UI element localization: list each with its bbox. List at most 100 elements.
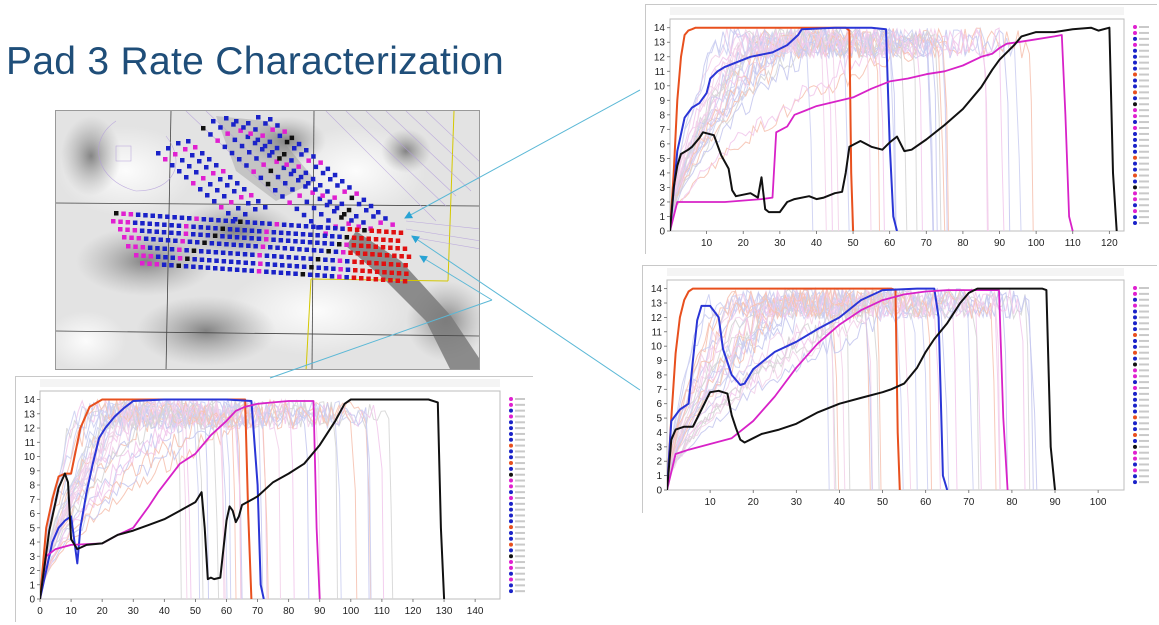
well-dot	[294, 264, 300, 269]
well-dot	[355, 251, 361, 256]
legend-marker	[1133, 197, 1137, 202]
well-dot	[147, 229, 152, 234]
legend-marker	[1133, 42, 1137, 47]
well-dot	[288, 171, 294, 177]
well-dot	[201, 176, 206, 181]
well-dot	[354, 227, 360, 232]
legend-marker	[1133, 297, 1137, 302]
legend-marker	[1133, 468, 1137, 473]
legend-entry-text	[1139, 339, 1149, 342]
well-dot	[264, 229, 269, 234]
well-dot	[381, 237, 386, 242]
well-dot	[351, 275, 357, 280]
legend-entry-text	[1139, 222, 1149, 225]
legend-marker	[509, 548, 513, 553]
well-dot	[318, 225, 323, 230]
background-stage-line	[667, 287, 1001, 490]
legend-marker	[509, 507, 513, 512]
well-dot	[183, 264, 189, 269]
well-dot	[143, 236, 149, 241]
legend-marker	[1133, 433, 1137, 438]
well-dot	[378, 220, 383, 225]
legend-entry-text	[1139, 49, 1149, 52]
well-dot	[323, 266, 329, 271]
well-dot	[184, 175, 189, 180]
well-dot	[111, 219, 116, 224]
well-dot	[328, 177, 333, 182]
well-dot	[197, 159, 202, 164]
well-dot	[282, 129, 287, 134]
legend-entry-text	[515, 432, 525, 435]
legend-marker	[509, 536, 513, 541]
legend-entry-text	[1139, 404, 1149, 407]
well-dot	[220, 234, 225, 239]
well-dot	[367, 269, 373, 274]
well-dot	[339, 215, 344, 220]
well-dot	[199, 249, 204, 254]
legend-marker	[1133, 161, 1137, 166]
well-dot	[366, 236, 371, 241]
well-dot	[250, 252, 255, 257]
well-dot	[183, 147, 188, 152]
well-dot	[376, 210, 381, 215]
legend-marker	[509, 408, 513, 413]
legend-marker	[1133, 90, 1137, 95]
legend-entry-text	[1139, 210, 1149, 213]
well-dot	[132, 220, 138, 225]
background-stage-line	[670, 27, 923, 231]
well-dot	[389, 270, 394, 275]
legend-marker	[509, 437, 513, 442]
legend-marker	[509, 577, 513, 582]
legend-marker	[509, 484, 513, 489]
well-dot	[304, 199, 310, 205]
y-tick-label: 1	[659, 212, 665, 223]
well-dot	[308, 256, 313, 261]
well-dot	[224, 242, 229, 247]
well-dot	[369, 228, 374, 233]
legend-marker	[1133, 60, 1137, 65]
well-dot	[315, 233, 320, 238]
well-dot	[380, 245, 386, 250]
well-dot	[250, 261, 256, 266]
legend-entry-text	[1139, 180, 1149, 183]
well-dot	[249, 268, 254, 273]
legend-entry-text	[1139, 43, 1149, 46]
legend-entry-text	[1139, 115, 1149, 118]
well-dot	[376, 229, 382, 234]
x-tick-label: 100	[1028, 238, 1045, 249]
well-dot	[128, 212, 134, 217]
x-tick-label: 10	[701, 238, 713, 249]
well-dot	[313, 164, 319, 170]
well-dot	[337, 274, 342, 279]
legend-entry-text	[515, 456, 525, 459]
well-dot	[169, 247, 175, 252]
well-dot	[263, 205, 268, 210]
legend-entry-text	[515, 438, 525, 441]
legend-entry-text	[515, 578, 525, 581]
well-dot	[208, 217, 214, 222]
well-dot	[338, 267, 343, 272]
well-dot	[278, 270, 284, 275]
legend-marker	[1133, 36, 1137, 41]
well-dot	[220, 226, 225, 231]
well-dot	[165, 214, 170, 219]
well-dot	[359, 276, 364, 281]
well-dot	[140, 245, 146, 250]
x-tick-label: 60	[920, 497, 932, 508]
well-dot	[332, 172, 338, 178]
y-tick-label: 12	[24, 424, 36, 435]
legend-entry-text	[1139, 434, 1149, 437]
legend-entry-text	[515, 427, 525, 430]
legend-marker	[509, 496, 513, 500]
well-dot	[304, 247, 309, 252]
y-tick-label: 9	[29, 466, 35, 477]
y-tick-label: 12	[654, 52, 666, 63]
x-tick-label: 100	[1090, 497, 1107, 508]
legend-marker	[1133, 403, 1137, 408]
well-dot	[316, 265, 321, 270]
well-dot	[214, 163, 219, 168]
legend-entry-text	[515, 520, 525, 523]
well-dot	[162, 246, 167, 251]
well-dot	[231, 242, 236, 247]
y-tick-label: 12	[651, 313, 663, 324]
